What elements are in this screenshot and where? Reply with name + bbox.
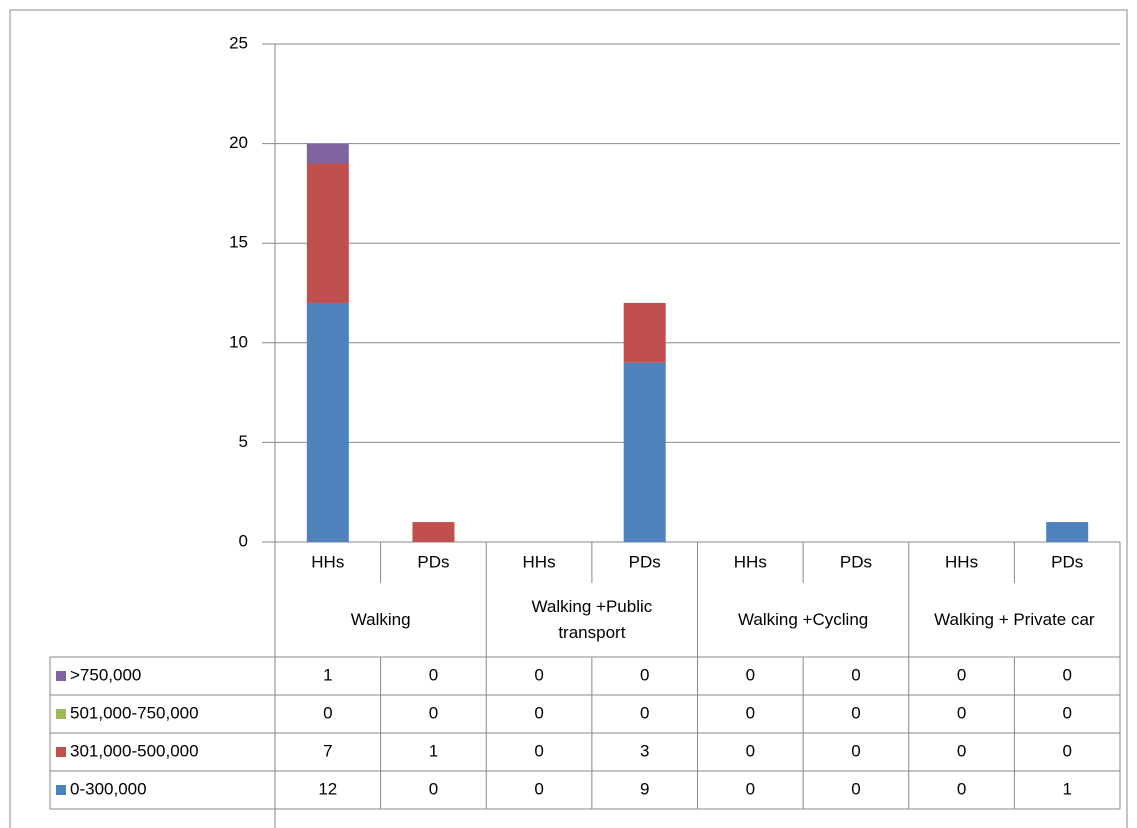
table-value: 0: [957, 665, 966, 684]
x-tick-label: HHs: [311, 552, 344, 571]
y-tick-label: 25: [229, 33, 248, 52]
x-tick-label: PDs: [1051, 552, 1083, 571]
legend-swatch: [56, 747, 66, 757]
y-tick-label: 20: [229, 133, 248, 152]
x-tick-label: PDs: [417, 552, 449, 571]
group-label: Walking + Private car: [934, 610, 1095, 629]
bar-segment: [412, 522, 455, 542]
table-value: 0: [1062, 741, 1071, 760]
bar-segment: [1046, 522, 1089, 542]
table-value: 0: [746, 741, 755, 760]
legend-swatch: [56, 709, 66, 719]
table-value: 9: [640, 779, 649, 798]
x-tick-label: HHs: [945, 552, 978, 571]
table-value: 0: [534, 703, 543, 722]
chart-border: [9, 9, 1128, 828]
group-label: Walking: [350, 610, 411, 629]
bar-segment: [623, 362, 666, 542]
x-tick-label: HHs: [734, 552, 767, 571]
y-tick-label: 0: [239, 531, 248, 550]
bar-segment: [306, 143, 349, 164]
table-value: 1: [323, 665, 332, 684]
y-tick-label: 15: [229, 233, 248, 252]
legend-label: 0-300,000: [70, 779, 147, 798]
table-value: 0: [851, 703, 860, 722]
table-value: 0: [957, 779, 966, 798]
table-value: 0: [640, 665, 649, 684]
table-value: 0: [1062, 703, 1071, 722]
table-value: 0: [746, 703, 755, 722]
table-value: 0: [957, 741, 966, 760]
bar-segment: [306, 302, 349, 542]
table-value: 1: [429, 741, 438, 760]
x-tick-label: HHs: [523, 552, 556, 571]
table-value: 0: [534, 665, 543, 684]
table-value: 0: [1062, 665, 1071, 684]
table-value: 0: [851, 741, 860, 760]
table-value: 0: [746, 779, 755, 798]
table-value: 0: [429, 665, 438, 684]
table-value: 0: [746, 665, 755, 684]
table-value: 12: [318, 779, 337, 798]
legend-label: 501,000-750,000: [70, 703, 199, 722]
x-tick-label: PDs: [629, 552, 661, 571]
table-value: 1: [1062, 779, 1071, 798]
legend-swatch: [56, 785, 66, 795]
y-tick-label: 10: [229, 332, 248, 351]
table-value: 0: [851, 665, 860, 684]
table-value: 0: [323, 703, 332, 722]
legend-swatch: [56, 671, 66, 681]
bar-segment: [623, 302, 666, 363]
legend-label: >750,000: [70, 665, 141, 684]
table-value: 0: [640, 703, 649, 722]
table-value: 0: [534, 741, 543, 760]
table-value: 0: [429, 779, 438, 798]
table-value: 0: [429, 703, 438, 722]
y-tick-label: 5: [239, 432, 248, 451]
legend-label: 301,000-500,000: [70, 741, 199, 760]
bar-segment: [306, 163, 349, 303]
group-label: Walking +Public transport: [531, 597, 653, 642]
group-label: Walking +Cycling: [738, 610, 869, 629]
table-value: 3: [640, 741, 649, 760]
table-value: 0: [957, 703, 966, 722]
x-tick-label: PDs: [840, 552, 872, 571]
table-value: 0: [534, 779, 543, 798]
table-value: 0: [851, 779, 860, 798]
table-value: 7: [323, 741, 332, 760]
